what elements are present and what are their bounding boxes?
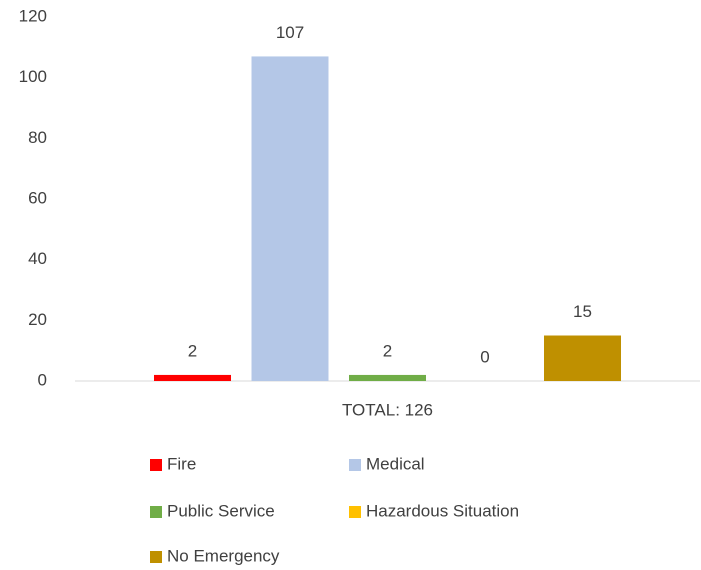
- legend-swatch: [349, 506, 361, 518]
- bar: [544, 335, 621, 381]
- data-label: 2: [188, 341, 197, 360]
- legend-swatch: [150, 551, 162, 563]
- y-tick-label: 100: [19, 67, 47, 86]
- legend-label: Fire: [167, 454, 196, 473]
- legend-swatch: [150, 459, 162, 471]
- legend-label: Public Service: [167, 501, 275, 520]
- data-label: 15: [573, 302, 592, 321]
- y-tick-label: 120: [19, 6, 47, 25]
- data-label: 2: [383, 341, 392, 360]
- legend-label: No Emergency: [167, 546, 280, 565]
- y-tick-label: 20: [28, 310, 47, 329]
- data-label: 107: [276, 23, 304, 42]
- legend-label: Medical: [366, 454, 425, 473]
- y-tick-label: 60: [28, 188, 47, 207]
- legend-label: Hazardous Situation: [366, 501, 519, 520]
- bar: [251, 56, 329, 381]
- bar: [154, 374, 231, 381]
- y-tick-label: 40: [28, 249, 47, 268]
- y-tick-label: 0: [38, 370, 47, 389]
- legend-swatch: [349, 459, 361, 471]
- legend-swatch: [150, 506, 162, 518]
- y-tick-label: 80: [28, 128, 47, 147]
- data-label: 0: [480, 347, 489, 366]
- x-tick-label: TOTAL: 126: [342, 400, 433, 419]
- bar: [349, 374, 426, 381]
